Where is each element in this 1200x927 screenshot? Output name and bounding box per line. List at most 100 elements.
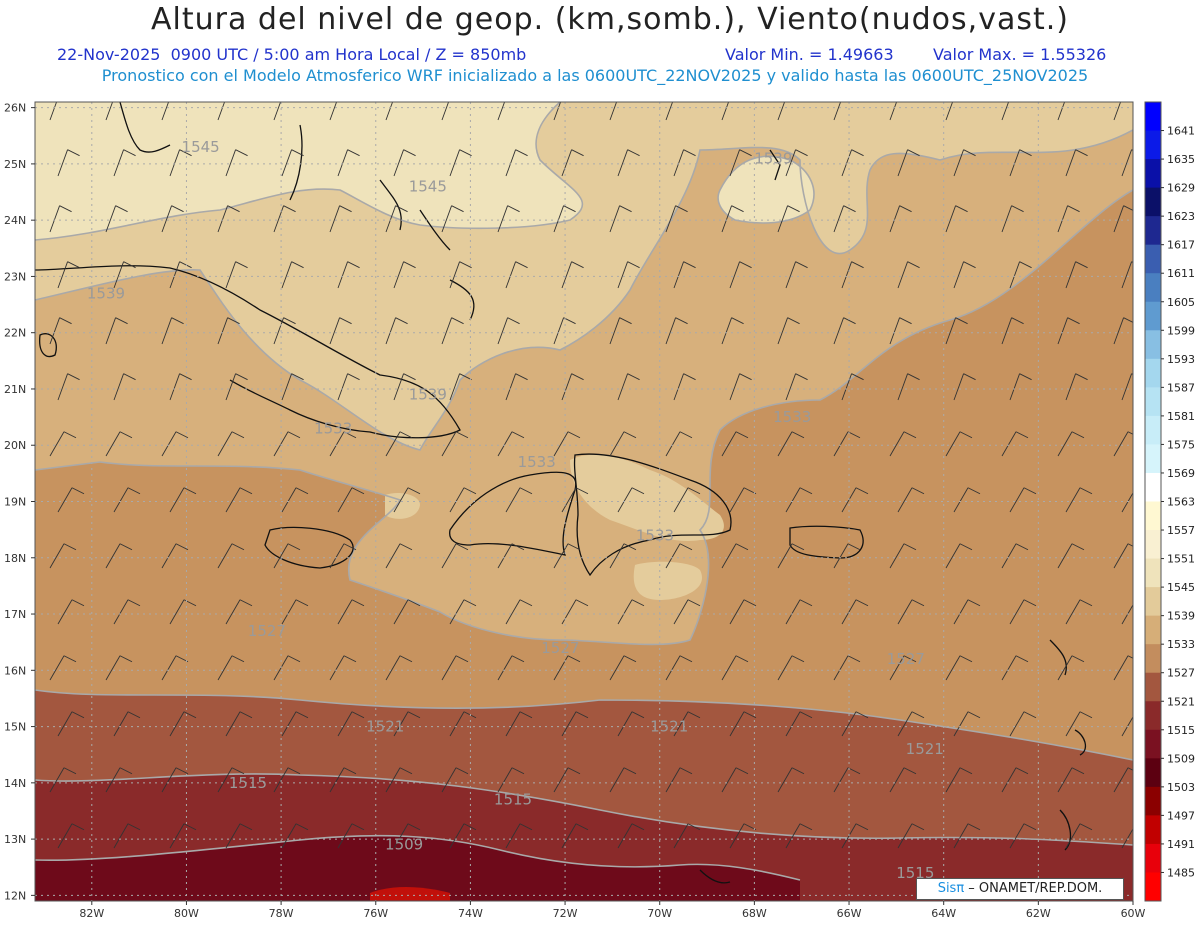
- wind-barb-staff: [833, 767, 849, 793]
- colorbar-swatch: [1145, 729, 1161, 759]
- wind-barb-staff: [329, 655, 345, 681]
- wind-barb-flag: [899, 317, 912, 325]
- wind-barb-staff: [721, 317, 732, 345]
- colorbar-swatch: [1145, 216, 1161, 246]
- contour-label: 1533: [636, 526, 674, 544]
- wind-barb-staff: [385, 431, 401, 457]
- wind-barb-staff: [113, 149, 124, 177]
- wind-barb-flag: [1023, 599, 1037, 607]
- contour-label: 1521: [650, 718, 688, 736]
- wind-barb-flag: [735, 543, 749, 551]
- wind-barb-flag: [63, 431, 77, 439]
- wind-barb-staff: [385, 655, 401, 681]
- wind-barb-staff: [57, 149, 68, 177]
- wind-barb-flag: [1068, 94, 1080, 100]
- wind-barb-staff: [1113, 543, 1129, 569]
- wind-barb-flag: [127, 711, 141, 719]
- wind-barb-staff: [1057, 543, 1073, 569]
- wind-barb-staff: [337, 487, 353, 513]
- wind-barb-flag: [907, 373, 920, 381]
- wind-barb-staff: [561, 487, 577, 513]
- wind-barb-staff: [617, 487, 633, 513]
- wind-barb-staff: [833, 543, 849, 569]
- wind-barb-flag: [235, 261, 248, 269]
- wind-barb-flag: [1023, 823, 1037, 831]
- credit-text: – ONAMET/REP.DOM.: [964, 881, 1103, 896]
- wind-barb-flag: [396, 94, 408, 100]
- wind-barb-staff: [105, 205, 116, 233]
- wind-barb-flag: [743, 711, 757, 719]
- wind-barb-staff: [897, 823, 913, 849]
- wind-barb-flag: [284, 94, 296, 100]
- wind-barb-staff: [1001, 767, 1017, 793]
- longitude-labels: 82W 80W 78W 76W 74W 72W 70W 68W 66W 64W 62W 60W: [79, 901, 1146, 920]
- wind-barb-flag: [459, 261, 472, 269]
- wind-barb-staff: [57, 261, 68, 289]
- wind-barb-staff: [665, 767, 681, 793]
- wind-barb-staff: [889, 102, 898, 121]
- colorbar-label: 1611: [1167, 267, 1195, 280]
- wind-barb-staff: [441, 317, 452, 345]
- contour-label: 1521: [366, 718, 404, 736]
- wind-barb-flag: [508, 94, 520, 100]
- lat-label: 12N: [4, 889, 26, 902]
- wind-barb-staff: [1113, 655, 1129, 681]
- wind-barb-flag: [1127, 767, 1133, 771]
- wind-barb-staff: [105, 431, 121, 457]
- wind-barb-flag: [455, 431, 469, 439]
- min-value: Valor Min. = 1.49663: [725, 45, 894, 64]
- colorbar-label: 1605: [1167, 296, 1195, 309]
- wind-barb-staff: [841, 711, 857, 737]
- wind-barb-staff: [729, 599, 745, 625]
- wind-barb-flag: [575, 711, 589, 719]
- wind-barb-staff: [1057, 102, 1066, 121]
- wind-barb-staff: [1121, 716, 1133, 737]
- wind-barb-flag: [955, 317, 968, 325]
- wind-barb-flag: [620, 94, 632, 100]
- wind-barb-flag: [567, 431, 581, 439]
- wind-barb-staff: [841, 149, 852, 177]
- wind-barb-staff: [889, 431, 905, 457]
- wind-barb-flag: [687, 823, 701, 831]
- colorbar-label: 1503: [1167, 781, 1195, 794]
- wind-barb-flag: [119, 655, 133, 663]
- wind-barb-staff: [729, 261, 740, 289]
- wind-barb-flag: [1079, 823, 1093, 831]
- wind-barb-staff: [385, 543, 401, 569]
- wind-barb-staff: [609, 431, 625, 457]
- wind-barb-staff: [105, 543, 121, 569]
- contour-label: 1545: [409, 177, 447, 195]
- wind-barb-flag: [676, 94, 688, 100]
- wind-barb-staff: [1065, 373, 1076, 401]
- wind-barb-flag: [683, 261, 696, 269]
- lat-label: 18N: [4, 552, 26, 565]
- latitude-labels: 26N 25N 24N 23N 22N 21N 20N 19N 18N 17N 16N 15N 14N 1…: [4, 102, 35, 902]
- wind-barb-flag: [631, 823, 645, 831]
- wind-barb-flag: [675, 205, 688, 213]
- colorbar-swatch: [1145, 615, 1161, 645]
- colorbar-swatch: [1145, 672, 1161, 702]
- wind-barb-flag: [731, 205, 744, 213]
- wind-barb-staff: [945, 102, 954, 121]
- wind-barb-staff: [785, 261, 796, 289]
- wind-barb-staff: [329, 102, 338, 121]
- wind-barb-staff: [1001, 655, 1017, 681]
- wind-barb-flag: [511, 543, 525, 551]
- wind-barb-staff: [729, 823, 745, 849]
- wind-barb-staff: [281, 823, 297, 849]
- wind-barb-staff: [945, 655, 961, 681]
- wind-barb-flag: [683, 373, 696, 381]
- wind-barb-flag: [291, 373, 304, 381]
- wind-barb-flag: [903, 431, 917, 439]
- wind-barb-flag: [1127, 431, 1133, 435]
- wind-barb-flag: [123, 261, 136, 269]
- wind-barb-flag: [627, 373, 640, 381]
- wind-barb-flag: [231, 431, 245, 439]
- wind-barb-staff: [505, 711, 521, 737]
- wind-barb-staff: [281, 711, 297, 737]
- wind-barb-staff: [777, 767, 793, 793]
- wind-barb-staff: [833, 317, 844, 345]
- wind-barb-staff: [945, 543, 961, 569]
- wind-barb-staff: [49, 431, 65, 457]
- wind-barb-staff: [785, 823, 801, 849]
